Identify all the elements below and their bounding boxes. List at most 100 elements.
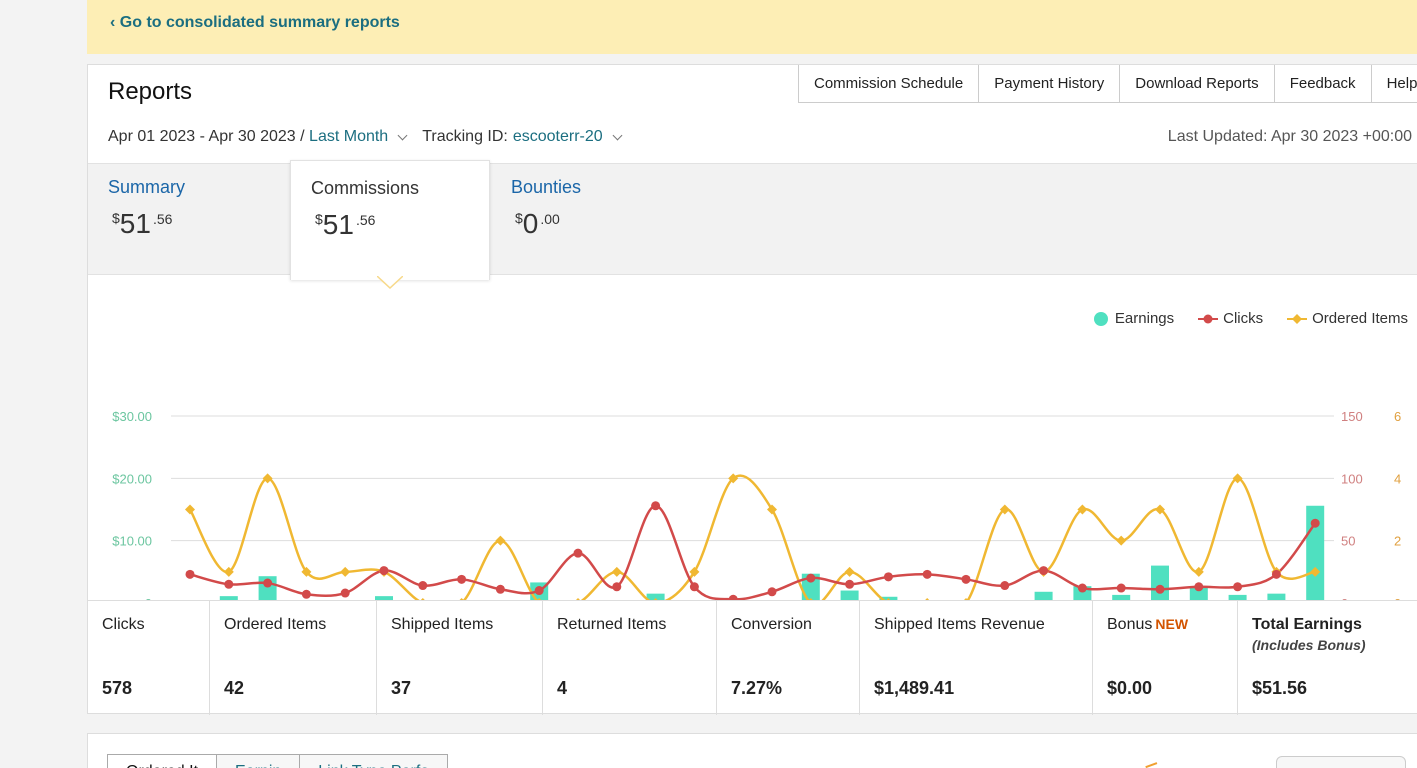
clicks-point [1116,583,1126,593]
payment-history-button[interactable]: Payment History [978,65,1121,103]
help-button[interactable]: Help [1370,65,1417,103]
clicks-point [573,548,583,558]
stats-row: Clicks 578 Ordered Items 42 Shipped Item… [88,600,1417,715]
tab-commissions-label: Commissions [311,178,420,198]
total-earnings-sublabel: (Includes Bonus) [1252,637,1366,653]
clicks-point [651,501,661,511]
ordered-items-point [767,504,777,515]
stat-label: Shipped Items Revenue [874,616,1045,633]
reports-toolbar: Commission Schedule Payment History Down… [798,65,1417,103]
ordered-items-point [1116,535,1127,546]
feedback-button[interactable]: Feedback [1273,65,1372,103]
ordered-items-point [653,598,658,600]
value-cents: .56 [355,212,376,228]
ordered-items-point [611,566,622,577]
legend-earnings[interactable]: Earnings [1093,310,1175,327]
earnings-bar [646,593,665,600]
chevron-down-icon[interactable] [397,130,408,140]
stat-shipped-items: Shipped Items 37 [377,601,543,715]
tab-summary-value: $51.56 [112,208,172,240]
ordered-items-point [223,566,234,577]
stat-ordered-items: Ordered Items 42 [210,601,377,715]
decorative-mark [1145,762,1159,768]
tab-earnings[interactable]: Earnin [216,754,301,768]
clicks-point [845,579,855,589]
earnings-bar [1112,594,1131,600]
commission-schedule-button[interactable]: Commission Schedule [798,65,980,103]
clicks-point [806,573,816,583]
ordered-items-point [1232,473,1243,484]
value-whole: 0 [522,208,539,239]
tab-commissions[interactable]: Commissions $51.56 [290,160,490,280]
active-tab-pointer-icon [377,276,403,289]
clicks-point [1271,569,1281,579]
clicks-point [767,587,777,597]
stat-value: $0.00 [1107,678,1153,698]
earnings-bar [840,590,859,600]
stat-value: 37 [391,678,412,698]
y-left-tick-label: $10.00 [112,534,152,549]
y-right-clicks-tick-label: 0 [1341,596,1348,600]
legend-clicks[interactable]: Clicks [1198,310,1263,327]
stat-value: 7.27% [731,678,783,698]
stat-label: Conversion [731,616,812,633]
tab-link-type-performance[interactable]: Link Type Perfo [299,754,449,768]
earnings-bar [219,596,238,600]
clicks-point [457,574,467,584]
chart-legend: Earnings Clicks Ordered Items [1070,310,1408,327]
clicks-point [263,578,273,588]
ordered-items-point [844,566,855,577]
clicks-point [922,569,932,579]
tab-bounties[interactable]: Bounties $0.00 [491,164,691,276]
y-right-ordered-tick-label: 0 [1394,596,1401,600]
chevron-down-icon[interactable] [612,130,623,140]
stat-label: Clicks [102,616,145,633]
ordered-items-point [925,598,930,600]
ordered-items-point [537,598,542,600]
new-badge: NEW [1155,616,1189,632]
stat-label: Bonus NEW [1107,616,1237,634]
clicks-point [1039,566,1049,576]
earnings-bar [1189,586,1208,600]
tab-commissions-value: $51.56 [315,209,375,241]
ordered-items-point [459,598,464,600]
value-cents: .56 [152,211,173,227]
stat-returned-items: Returned Items 4 [543,601,717,715]
details-card: Ordered It Earnin Link Type Perfo [87,733,1417,768]
ordered-items-point [420,598,425,600]
earnings-bar [375,596,393,600]
clicks-point [224,579,234,589]
value-whole: 51 [322,209,354,240]
tab-ordered-items[interactable]: Ordered It [107,754,218,768]
tab-summary[interactable]: Summary $51.56 [88,164,288,276]
download-reports-button[interactable]: Download Reports [1119,65,1275,103]
ordered-items-point [1310,566,1321,577]
clicks-point [1077,583,1087,593]
summary-tabs: Summary $51.56 Commissions $51.56 Bounti… [88,160,1417,280]
value-whole: 51 [119,208,151,239]
y-right-clicks-tick-label: 100 [1341,471,1363,486]
ordered-items-point [301,566,312,577]
consolidated-reports-link[interactable]: ‹ Go to consolidated summary reports [110,14,400,31]
earnings-bar [801,573,820,600]
filter-row: Apr 01 2023 - Apr 30 2023 / Last Month T… [108,128,637,146]
legend-earnings-label: Earnings [1114,310,1175,327]
stat-label: Shipped Items [391,616,494,633]
legend-ordered-items-label: Ordered Items [1312,310,1408,327]
earnings-bar [1228,594,1247,600]
date-range: Apr 01 2023 - Apr 30 2023 [108,128,296,145]
stat-shipped-items-revenue: Shipped Items Revenue $1,489.41 [860,601,1093,715]
stat-label: Ordered Items [224,616,327,633]
details-action-button[interactable] [1276,756,1406,768]
ordered-items-point [1155,504,1165,515]
y-left-tick-label: 0 [145,596,152,600]
consolidated-reports-banner: ‹ Go to consolidated summary reports [87,0,1417,54]
ordered-items-line-icon [1287,313,1308,324]
ordered-items-point [964,598,968,600]
stat-clicks: Clicks 578 [88,601,210,715]
ordered-items-point [808,598,813,600]
period-selector[interactable]: Last Month [309,128,389,145]
clicks-point [883,572,893,582]
legend-ordered-items[interactable]: Ordered Items [1287,310,1408,327]
tracking-id-selector[interactable]: escooterr-20 [512,128,603,145]
